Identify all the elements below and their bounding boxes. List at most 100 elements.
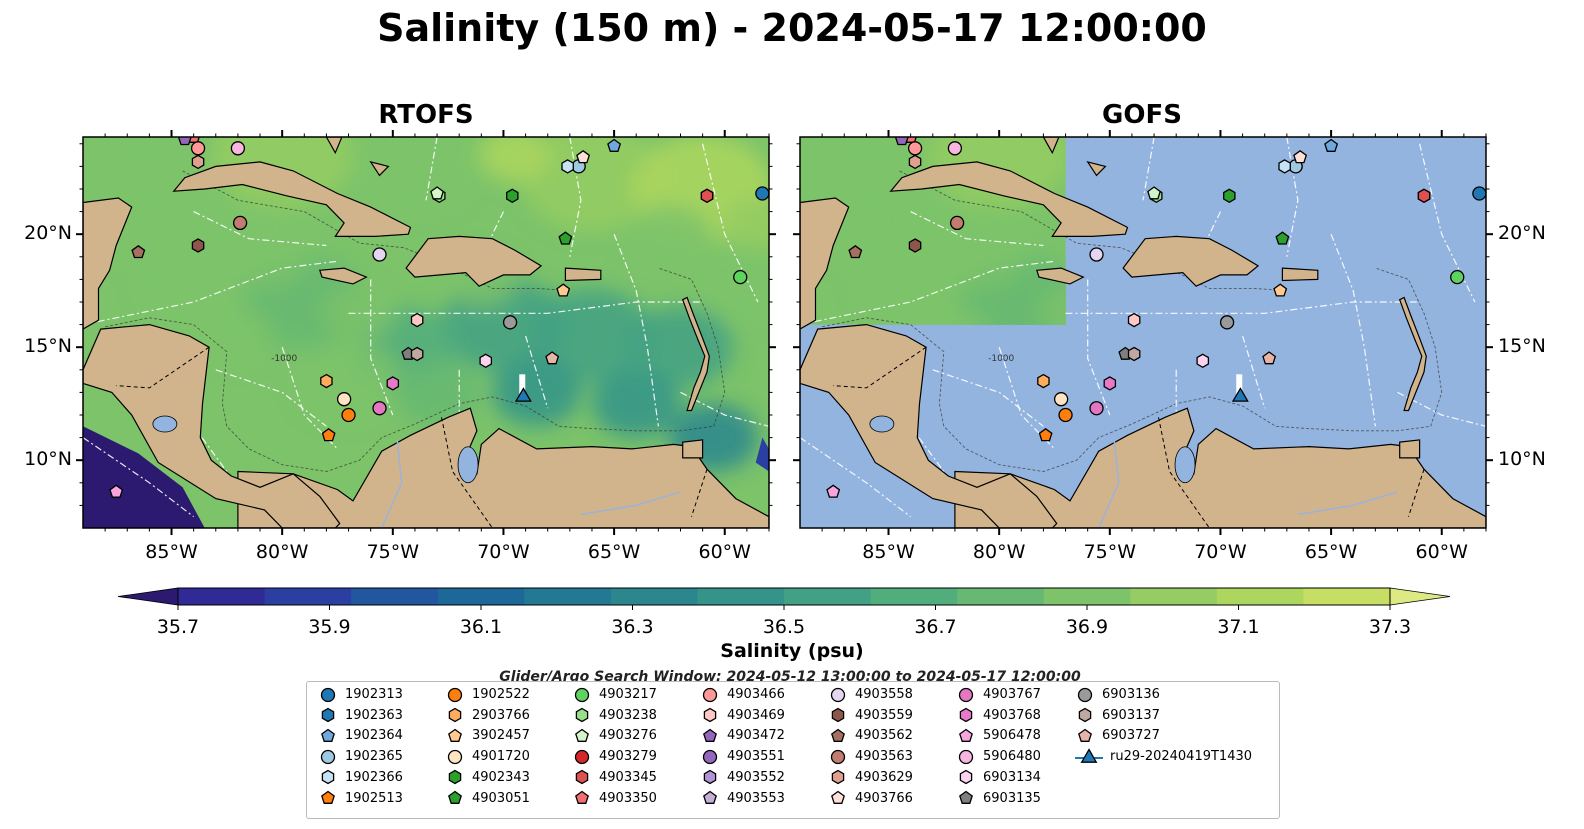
eez-boundary [910, 211, 1044, 247]
colorbar-tick-label: 36.9 [1066, 616, 1108, 638]
float-marker [1472, 186, 1486, 201]
eez-boundary [613, 233, 659, 427]
land-florida [236, 137, 281, 138]
legend-item: 4903279 [571, 747, 657, 767]
float-marker [1058, 407, 1073, 423]
legend-triangle-icon [1075, 747, 1103, 763]
country-border [116, 346, 210, 389]
float-marker [700, 188, 714, 204]
legend-label: 4903552 [727, 769, 785, 785]
river [1297, 491, 1398, 516]
colorbar: 35.7 35.9 36.1 36.3 36.5 36.7 36.9 37.1 37.3 [117, 587, 1451, 638]
land-central-america [800, 323, 1058, 528]
float-marker [1037, 373, 1050, 389]
legend-label: 4903051 [472, 790, 530, 806]
figure-title: Salinity (150 m) - 2024-05-17 12:00:00 [377, 6, 1207, 50]
colorbar-tick-label: 35.7 [157, 616, 199, 638]
legend-hexagon-icon [831, 770, 845, 785]
legend-item: 4903350 [571, 789, 657, 809]
map-panel-rtofs: -1000 [76, 130, 776, 535]
land-jamaica [318, 267, 368, 285]
legend-pentagon-icon [959, 728, 973, 742]
legend-item: 1902513 [317, 789, 403, 809]
land-central-america [83, 323, 341, 528]
lat-tick-label: 15°N [24, 335, 72, 358]
colorbar-tick-label: 37.3 [1369, 616, 1411, 638]
colorbar-segment [524, 588, 612, 605]
float-marker [372, 247, 387, 262]
legend-circle-icon [958, 749, 974, 764]
legend-hexagon-icon [575, 707, 589, 723]
eez-boundary [215, 369, 327, 427]
float-marker [894, 137, 909, 146]
float-marker [545, 351, 560, 365]
legend-item: 4903562 [827, 726, 913, 746]
land-florida [953, 137, 998, 138]
colorbar-segment [957, 588, 1045, 605]
lon-tick-label: 80°W [972, 541, 1026, 563]
legend-hexagon-icon [321, 707, 335, 723]
lon-tick-label: 80°W [255, 541, 309, 563]
float-marker [321, 427, 336, 442]
pacific-low-salinity [83, 426, 205, 528]
country-border [1158, 417, 1210, 528]
land-puerto-rico [564, 267, 602, 282]
legend-label: 1902365 [345, 749, 403, 765]
float-marker [1103, 376, 1117, 391]
legend-item: 4903629 [827, 768, 913, 788]
legend-item: 6903727 [1074, 726, 1160, 746]
land-trinidad [1399, 439, 1421, 459]
legend-label: 4903563 [855, 749, 913, 765]
panel-title-rtofs: RTOFS [378, 100, 474, 130]
legend-item: 4903553 [699, 789, 785, 809]
legend-item: 4903217 [571, 685, 657, 705]
legend-hexagon-icon [703, 770, 717, 785]
land-yucatan [83, 197, 133, 330]
float-marker [190, 141, 206, 156]
legend-item: 4903558 [827, 685, 913, 705]
legend-label: 2903766 [472, 707, 530, 723]
river [381, 439, 403, 528]
panel-title-gofs: GOFS [1102, 100, 1182, 130]
legend-item: 4903767 [955, 685, 1041, 705]
float-marker [576, 149, 591, 164]
colorbar-segment [1216, 588, 1304, 605]
eez-boundary [1419, 143, 1476, 303]
land-cuba [889, 161, 1129, 238]
lon-tick-label: 85°W [862, 541, 915, 563]
legend-item: 4903766 [827, 789, 913, 809]
float-marker [949, 215, 965, 231]
legend-item: 4903472 [699, 726, 785, 746]
legend-pentagon-icon [321, 790, 335, 804]
float-marker [1219, 315, 1235, 330]
eez-boundary [83, 260, 338, 326]
legend-label: 1902363 [345, 707, 403, 723]
legend-label: 1902364 [345, 728, 403, 744]
legend-label: 4903558 [855, 687, 913, 702]
legend-hexagon-icon [448, 770, 462, 785]
contour-label: -1000 [271, 354, 297, 364]
colorbar-segment [178, 588, 266, 605]
legend-pentagon-icon [575, 790, 589, 804]
legend-label: 6903134 [983, 769, 1041, 785]
eez-boundary [1142, 137, 1155, 201]
bathymetry-contour [899, 170, 1287, 292]
lon-tick-label: 75°W [366, 541, 420, 563]
lon-tick-label: 60°W [1415, 541, 1468, 563]
legend: 1902313 1902363 1902364 1902365 1902366 19025… [306, 681, 1280, 819]
land-trinidad [682, 439, 704, 459]
lat-tick-label: 10°N [24, 448, 72, 471]
eez-boundary [932, 369, 1044, 427]
eez-boundary [193, 211, 327, 247]
legend-label: 1902513 [345, 790, 403, 806]
float-marker [410, 312, 424, 328]
legend-label: 1902313 [345, 687, 403, 702]
eez-boundary [370, 279, 394, 416]
legend-label: 4903466 [727, 687, 785, 702]
lat-tick-label: 10°N [1498, 448, 1546, 471]
colorbar-segment [784, 588, 872, 605]
colorbar-segment [870, 588, 958, 605]
legend-pentagon-icon [321, 728, 335, 742]
legend-pentagon-icon [831, 728, 845, 742]
float-marker [556, 283, 571, 297]
